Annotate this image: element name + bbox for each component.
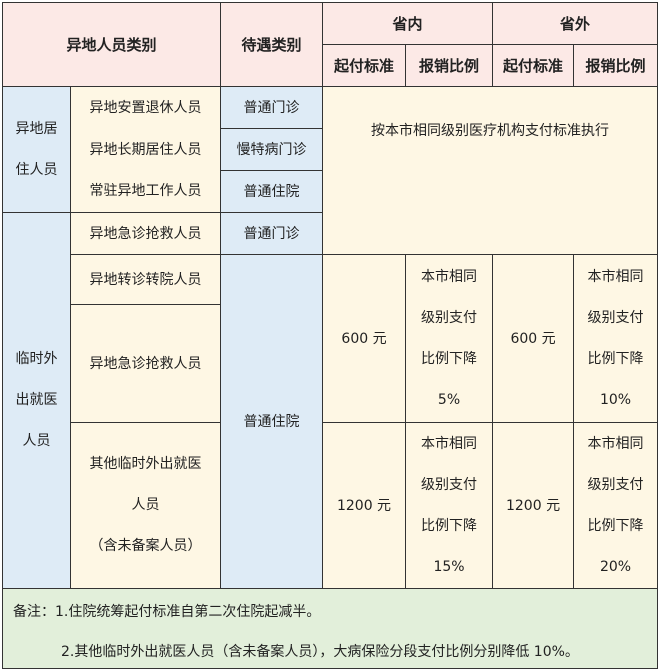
note-1: 备注：1.住院统筹起付标准自第二次住院起减半。 <box>13 603 321 620</box>
header-in-province: 省内 <box>322 2 494 45</box>
person-cell: 异地急诊抢救人员 <box>69 212 222 255</box>
tier1-out-ratio: 本市相同 级别支付 比例下降 10% <box>573 254 659 423</box>
header-out-ratio: 报销比例 <box>573 44 659 87</box>
person-cell: 常驻异地工作人员 <box>69 170 222 213</box>
person-cell: 异地长期居住人员 <box>69 128 222 171</box>
note-2: 2.其他临时外出就医人员（含未备案人员），大病保险分段支付比例分别降低 10%。 <box>61 643 579 660</box>
notes-cell: 备注：1.住院统筹起付标准自第二次住院起减半。 2.其他临时外出就医人员（含未备… <box>1 588 659 669</box>
treatment-cell: 普通住院 <box>220 254 324 589</box>
header-category: 异地人员类别 <box>1 2 222 87</box>
treatment-cell: 慢特病门诊 <box>220 128 324 171</box>
person-cell: 其他临时外出就医 人员 （含未备案人员） <box>69 422 222 589</box>
group-temporary: 临时外 出就医 人员 <box>2 212 71 589</box>
header-out-province: 省外 <box>492 2 659 45</box>
same-standard-cell: 按本市相同级别医疗机构支付标准执行 <box>322 86 659 255</box>
header-out-deductible: 起付标准 <box>492 44 575 87</box>
tier1-out-deductible: 600 元 <box>492 254 575 423</box>
person-cell: 异地安置退休人员 <box>69 86 222 129</box>
tier2-in-deductible: 1200 元 <box>322 422 407 589</box>
person-cell: 异地急诊抢救人员 <box>69 304 222 423</box>
tier1-in-deductible: 600 元 <box>322 254 407 423</box>
tier1-in-ratio: 本市相同 级别支付 比例下降 5% <box>405 254 494 423</box>
tier2-out-deductible: 1200 元 <box>492 422 575 589</box>
header-in-deductible: 起付标准 <box>322 44 407 87</box>
header-in-ratio: 报销比例 <box>405 44 494 87</box>
treatment-cell: 普通住院 <box>220 170 324 213</box>
tier2-in-ratio: 本市相同 级别支付 比例下降 15% <box>405 422 494 589</box>
treatment-cell: 普通门诊 <box>220 86 324 129</box>
group-resident: 异地居 住人员 <box>2 86 71 213</box>
treatment-cell: 普通门诊 <box>220 212 324 255</box>
header-treatment: 待遇类别 <box>220 2 324 87</box>
person-cell: 异地转诊转院人员 <box>69 254 222 305</box>
tier2-out-ratio: 本市相同 级别支付 比例下降 20% <box>573 422 659 589</box>
